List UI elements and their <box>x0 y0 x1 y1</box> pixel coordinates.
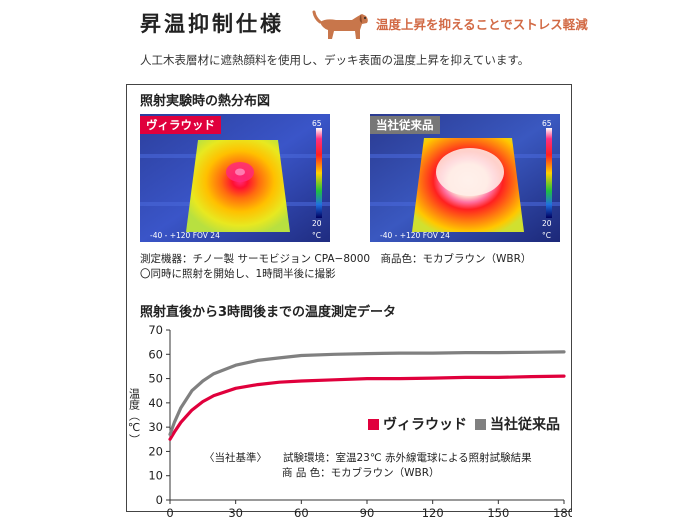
x-tick-label: 0 <box>166 506 173 520</box>
scale-max-right: 65 <box>542 119 552 128</box>
heatmap-title: 照射実験時の熱分布図 <box>140 94 271 109</box>
measurement-condition-text: 〇同時に照射を開始し、1時間半後に撮影 <box>140 268 336 280</box>
y-tick-label: 50 <box>148 372 163 386</box>
x-tick-label: 120 <box>422 506 444 520</box>
series-line-villawood <box>168 374 566 441</box>
label-conventional: 当社従来品 <box>370 116 440 134</box>
y-tick-label: 0 <box>156 493 163 507</box>
measurement-device-text: 測定機器：チノー製 サーモビジョン CPA−8000 商品色：モカブラウン（WB… <box>140 253 532 265</box>
dog-icon <box>312 10 368 39</box>
y-tick-label: 60 <box>148 347 163 361</box>
series-line-conventional <box>168 350 566 437</box>
x-tick-label: 180 <box>553 506 572 520</box>
standard-label: 〈当社基準〉 <box>204 452 267 464</box>
y-tick-label: 10 <box>148 469 163 483</box>
scale-min-right: 20 <box>542 219 552 228</box>
x-tick-label: 60 <box>294 506 309 520</box>
legend-swatch-villawood <box>368 418 379 430</box>
thermal-image-villawood <box>140 114 330 242</box>
temperature-line-chart: 0 10 20 30 40 50 60 70 0 30 60 90 120 150 180 温度（℃） <box>128 323 573 520</box>
fov-right: -40 - +120 FOV 24 <box>380 231 450 240</box>
fov-left: -40 - +120 FOV 24 <box>150 231 220 240</box>
scale-max-left: 65 <box>312 119 322 128</box>
y-tick-label: 20 <box>148 444 163 458</box>
page-title: 昇温抑制仕様 <box>140 12 284 36</box>
label-villawood: ヴィラウッド <box>140 116 221 134</box>
legend-label-villawood: ヴィラウッド <box>383 417 467 433</box>
x-tick-label: 30 <box>228 506 243 520</box>
y-tick-label: 30 <box>148 420 163 434</box>
content-frame <box>126 84 572 512</box>
y-axis-label: 温度（℃） <box>128 388 141 445</box>
legend-swatch-conventional <box>475 418 486 430</box>
test-environment-text: 試験環境：室温23℃ 赤外線電球による照射試験結果 <box>283 452 532 464</box>
legend-label-conventional: 当社従来品 <box>490 417 560 433</box>
x-tick-label: 150 <box>487 506 509 520</box>
chart-title: 照射直後から3時間後までの温度測定データ <box>140 305 397 320</box>
scale-unit-left: °C <box>312 231 321 240</box>
scale-min-left: 20 <box>312 219 322 228</box>
y-tick-label: 40 <box>148 396 163 410</box>
thermal-image-conventional <box>370 114 560 242</box>
test-note-line1: 〈当社基準〉 試験環境：室温23℃ 赤外線電球による照射試験結果 <box>204 450 532 465</box>
intro-text: 人工木表層材に遮熱顔料を使用し、デッキ表面の温度上昇を抑えています。 <box>140 53 530 67</box>
x-tick-label: 90 <box>360 506 375 520</box>
tagline: 温度上昇を抑えることでストレス軽減 <box>376 17 588 32</box>
y-tick-label: 70 <box>148 323 163 337</box>
scale-unit-right: °C <box>542 231 551 240</box>
product-color-text: 商 品 色：モカブラウン（WBR） <box>282 467 440 479</box>
chart-legend: ヴィラウッド 当社従来品 <box>368 414 560 434</box>
